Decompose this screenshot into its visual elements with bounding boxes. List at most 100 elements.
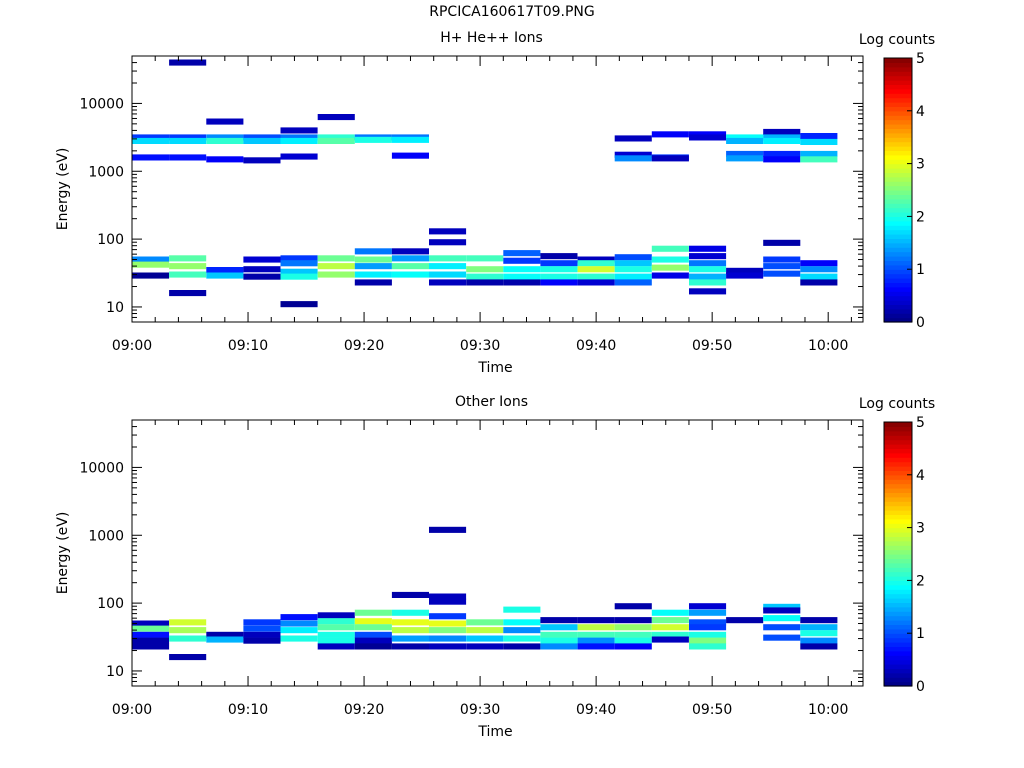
heatmap-cell: [540, 260, 578, 267]
colorbar-segment: [884, 220, 912, 226]
colorbar-tick-label: 4: [916, 468, 925, 484]
heatmap-cell: [577, 279, 615, 286]
colorbar-tick-label: 0: [916, 315, 925, 331]
colorbar-segment: [884, 567, 912, 573]
colorbar-segment: [884, 510, 912, 515]
heatmap-cell: [689, 609, 727, 616]
colorbar-segment: [884, 505, 912, 511]
heatmap-cell: [317, 612, 355, 619]
heatmap-cell: [689, 134, 727, 141]
heatmap-cell: [206, 272, 244, 279]
colorbar-segment: [884, 242, 912, 248]
heatmap-cell: [280, 273, 318, 280]
colorbar-segment: [884, 430, 912, 436]
colorbar-segment: [884, 256, 912, 261]
colorbar-segment: [884, 128, 912, 134]
heatmap-cell: [354, 637, 392, 644]
heatmap-cell: [689, 603, 727, 610]
heatmap-cell: [614, 279, 652, 286]
colorbar-segment: [884, 628, 912, 634]
colorbar-segment: [884, 488, 912, 493]
colorbar-segment: [884, 58, 912, 63]
heatmap-cell: [429, 228, 467, 235]
colorbar-segment: [884, 659, 912, 665]
heatmap-cell: [132, 620, 170, 627]
colorbar-segment: [884, 664, 912, 669]
heatmap-cell: [354, 279, 392, 286]
heatmap-cell: [503, 635, 541, 642]
colorbar-tick-label: 5: [916, 415, 925, 431]
heatmap-cell: [206, 267, 244, 274]
colorbar-tick-label: 3: [916, 521, 925, 537]
colorbar-segment: [884, 194, 912, 200]
heatmap-cell: [132, 134, 170, 141]
colorbar-label: Log counts: [859, 396, 935, 412]
heatmap-cell: [540, 624, 578, 631]
colorbar-segment: [884, 672, 912, 678]
heatmap-cell: [466, 635, 504, 642]
colorbar-frame: [883, 57, 913, 323]
heatmap-cell: [763, 615, 801, 622]
colorbar-segment: [884, 470, 912, 476]
heatmap-cell: [317, 114, 355, 121]
colorbar-segment: [884, 190, 912, 195]
heatmap-cell: [132, 272, 170, 279]
colorbar-segment: [884, 308, 912, 314]
heatmap-cell: [466, 279, 504, 286]
colorbar-segment: [884, 479, 912, 485]
heatmap-cell: [614, 260, 652, 267]
heatmap-cell: [763, 270, 801, 277]
colorbar-segment: [884, 532, 912, 537]
colorbar-segment: [884, 251, 912, 257]
heatmap-cell: [577, 637, 615, 644]
heatmap-cell: [169, 290, 207, 297]
heatmap-cell: [614, 254, 652, 261]
colorbar-segment: [884, 501, 912, 507]
heatmap-cell: [169, 654, 207, 661]
colorbar-segment: [884, 225, 912, 231]
heatmap-cell: [354, 618, 392, 625]
plot-frame: [131, 419, 864, 687]
colorbar-segment: [884, 102, 912, 107]
colorbar-segment: [884, 168, 912, 173]
y-tick-label: 10000: [79, 96, 124, 112]
heatmap-cell: [763, 156, 801, 163]
heatmap-cell: [206, 631, 244, 638]
plot-frame: [131, 55, 864, 323]
heatmap-cell: [429, 239, 467, 246]
heatmap-cell: [763, 624, 801, 631]
heatmap-cell: [132, 643, 170, 650]
heatmap-cell: [689, 631, 727, 638]
colorbar-segment: [884, 304, 912, 310]
heatmap-cell: [466, 266, 504, 273]
x-axis-label: Time: [477, 360, 512, 376]
heatmap-cell: [689, 637, 727, 644]
heatmap-cell: [651, 631, 689, 638]
heatmap-cell: [280, 620, 318, 627]
colorbar-segment: [884, 545, 912, 551]
colorbar-segment: [884, 452, 912, 458]
heatmap-cell: [689, 253, 727, 260]
heatmap-cell: [763, 634, 801, 641]
colorbar-segment: [884, 66, 912, 72]
colorbar-segment: [884, 435, 912, 441]
heatmap-cell: [651, 272, 689, 279]
heatmap-cell: [429, 279, 467, 286]
colorbar-segment: [884, 176, 912, 182]
colorbar-segment: [884, 457, 912, 463]
heatmap-cell: [391, 136, 429, 143]
heatmap-cell: [614, 624, 652, 631]
colorbar-segment: [884, 615, 912, 621]
x-tick-label: 09:00: [112, 702, 152, 718]
heatmap-cell: [317, 255, 355, 262]
heatmap-cell: [243, 266, 281, 273]
heatmap-cell: [132, 261, 170, 268]
heatmap-cell: [429, 263, 467, 270]
y-axis-label: Energy (eV): [55, 512, 71, 595]
y-tick-label: 100: [97, 596, 124, 612]
colorbar-segment: [884, 229, 912, 235]
colorbar-segment: [884, 247, 912, 253]
colorbar-segment: [884, 278, 912, 283]
y-tick-label: 10: [106, 664, 124, 680]
colorbar-tick-label: 0: [916, 679, 925, 695]
